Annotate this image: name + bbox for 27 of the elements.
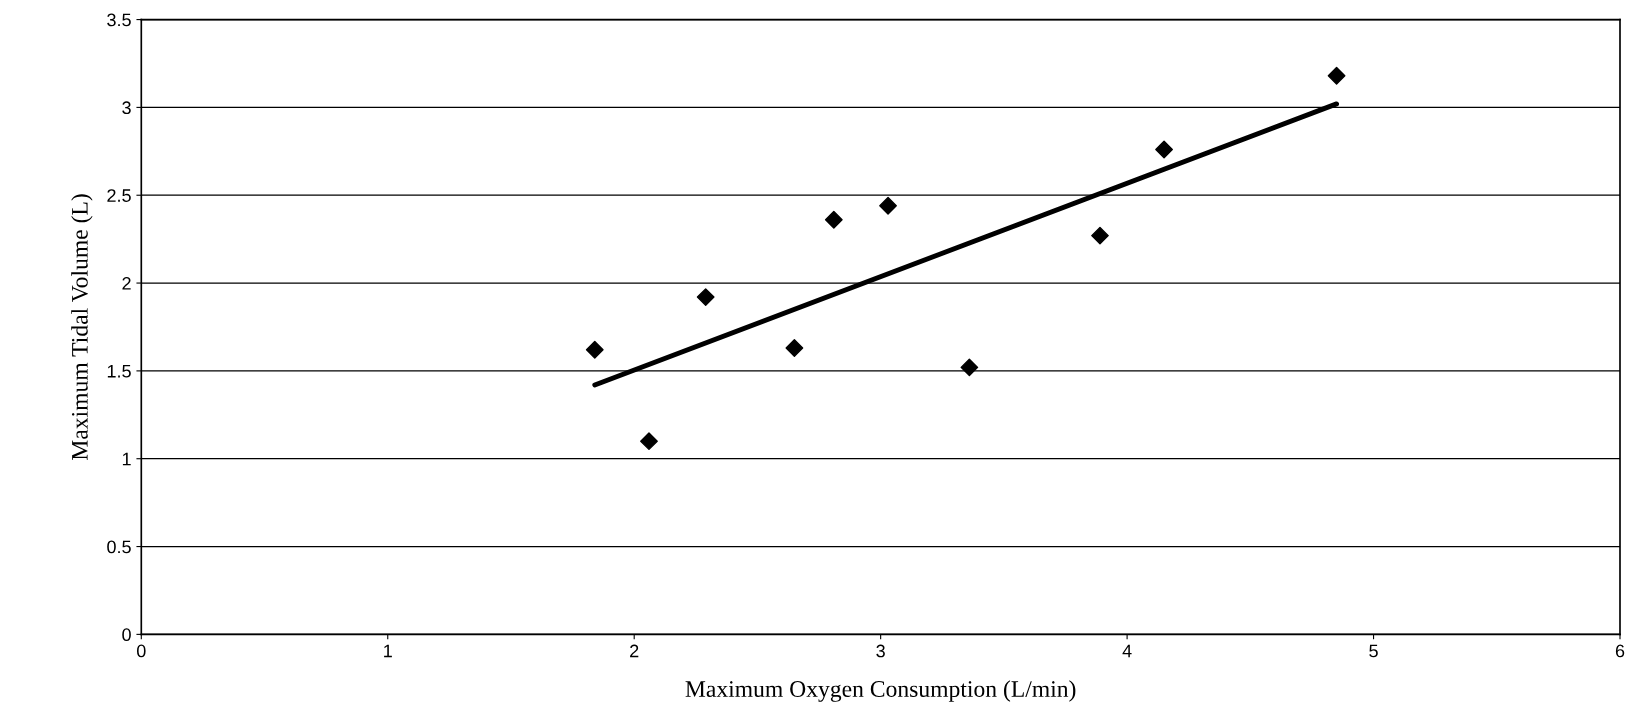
x-tick-label: 0 <box>136 644 146 658</box>
point <box>696 288 715 307</box>
y-tick-label: 3.5 <box>107 13 131 27</box>
x-tick-label: 1 <box>384 644 392 658</box>
x-tick-label: 3 <box>876 644 885 658</box>
point <box>1091 226 1109 245</box>
point <box>1155 140 1173 159</box>
point <box>879 196 897 215</box>
y-tick-label: 1 <box>122 452 131 466</box>
y-tick-label: 0 <box>122 628 131 642</box>
point <box>1327 66 1346 85</box>
point <box>640 432 658 451</box>
point <box>824 210 843 229</box>
point <box>585 340 604 359</box>
point <box>785 339 804 357</box>
y-axis-title: Maximum Tidal Volume (L) <box>71 194 93 461</box>
y-tick-label: 3 <box>122 101 131 115</box>
x-axis-title: Maximum Oxygen Consumption (L/min) <box>685 680 1076 702</box>
y-tick-label: 2 <box>122 277 131 290</box>
y-tick-label: 2.5 <box>107 189 131 202</box>
x-tick-label: 2 <box>630 644 639 658</box>
x-tick-label: 6 <box>1615 644 1625 658</box>
y-tick-label: 1.5 <box>107 365 131 378</box>
x-tick-label: 5 <box>1369 644 1378 658</box>
point <box>960 358 979 377</box>
x-tick-label: 4 <box>1122 644 1132 658</box>
y-tick-label: 0.5 <box>107 540 131 554</box>
